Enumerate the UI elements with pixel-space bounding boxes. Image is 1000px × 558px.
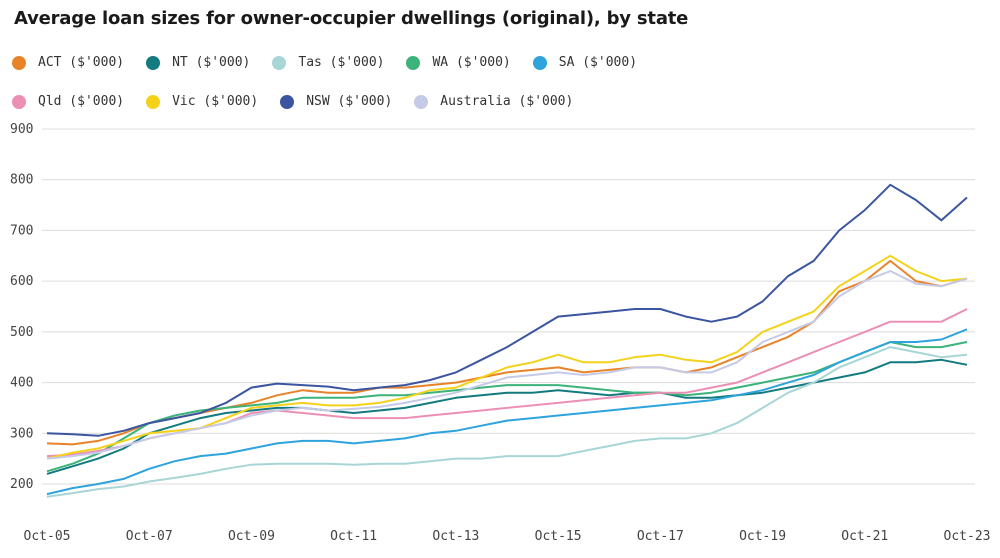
legend-swatch [12, 94, 26, 109]
x-tick-label: Oct-05 [24, 529, 71, 544]
legend-swatch [146, 94, 161, 109]
series-line-vic [46, 254, 968, 460]
y-tick-label: 900 [10, 122, 33, 137]
legend-swatch [406, 55, 421, 70]
legend-item[interactable]: SA ($'000) [532, 52, 638, 73]
x-tick-label: Oct-09 [228, 529, 275, 544]
legend-item[interactable]: NT ($'000) [146, 52, 250, 73]
legend-label: ACT ($'000) [38, 55, 125, 70]
legend-label: Tas ($'000) [298, 55, 385, 70]
x-tick-label: Oct-11 [330, 529, 377, 544]
legend-swatch [280, 94, 295, 109]
legend-label: SA ($'000) [558, 55, 638, 70]
y-tick-label: 200 [10, 477, 33, 492]
y-tick-label: 700 [10, 223, 33, 238]
legend-label: NT ($'000) [172, 55, 251, 70]
legend-item[interactable]: Australia ($'000) [414, 91, 573, 112]
legend-label: NSW ($'000) [306, 94, 393, 109]
legend-label: Australia ($'000) [440, 94, 574, 109]
legend-item[interactable]: WA ($'000) [406, 52, 511, 73]
y-tick-label: 300 [10, 426, 33, 441]
legend-item[interactable]: Vic ($'000) [146, 91, 258, 112]
legend-item[interactable]: NSW ($'000) [280, 91, 392, 112]
y-tick-label: 500 [10, 325, 33, 340]
legend-swatch [272, 55, 287, 70]
legend-swatch [146, 55, 161, 70]
series-line-tas [46, 346, 968, 498]
x-tick-label: Oct-23 [944, 529, 991, 544]
y-tick-label: 800 [10, 173, 33, 188]
legend-label: Vic ($'000) [172, 94, 259, 109]
series-line-sa [46, 328, 968, 496]
chart-title: Average loan sizes for owner-occupier dw… [14, 8, 689, 29]
legend-label: WA ($'000) [432, 55, 511, 70]
x-tick-label: Oct-07 [126, 529, 173, 544]
legend-swatch [414, 94, 429, 109]
x-tick-label: Oct-19 [739, 529, 786, 544]
legend-item[interactable]: Qld ($'000) [12, 91, 124, 112]
legend-swatch [12, 55, 26, 70]
legend-item[interactable]: ACT ($'000) [12, 52, 124, 73]
legend-label: Qld ($'000) [38, 94, 125, 109]
legend: ACT ($'000) NT ($'000) Tas ($'000) WA ($'00… [12, 52, 712, 130]
y-tick-label: 600 [10, 274, 33, 289]
legend-item[interactable]: Tas ($'000) [272, 52, 384, 73]
x-tick-label: Oct-15 [535, 529, 582, 544]
x-tick-label: Oct-17 [637, 529, 684, 544]
series-line-australia [46, 270, 968, 460]
x-tick-label: Oct-21 [841, 529, 888, 544]
series-line-nsw [46, 183, 968, 437]
series-line-wa [46, 341, 968, 473]
y-tick-label: 400 [10, 376, 33, 391]
legend-swatch [532, 55, 547, 70]
x-tick-label: Oct-13 [432, 529, 479, 544]
